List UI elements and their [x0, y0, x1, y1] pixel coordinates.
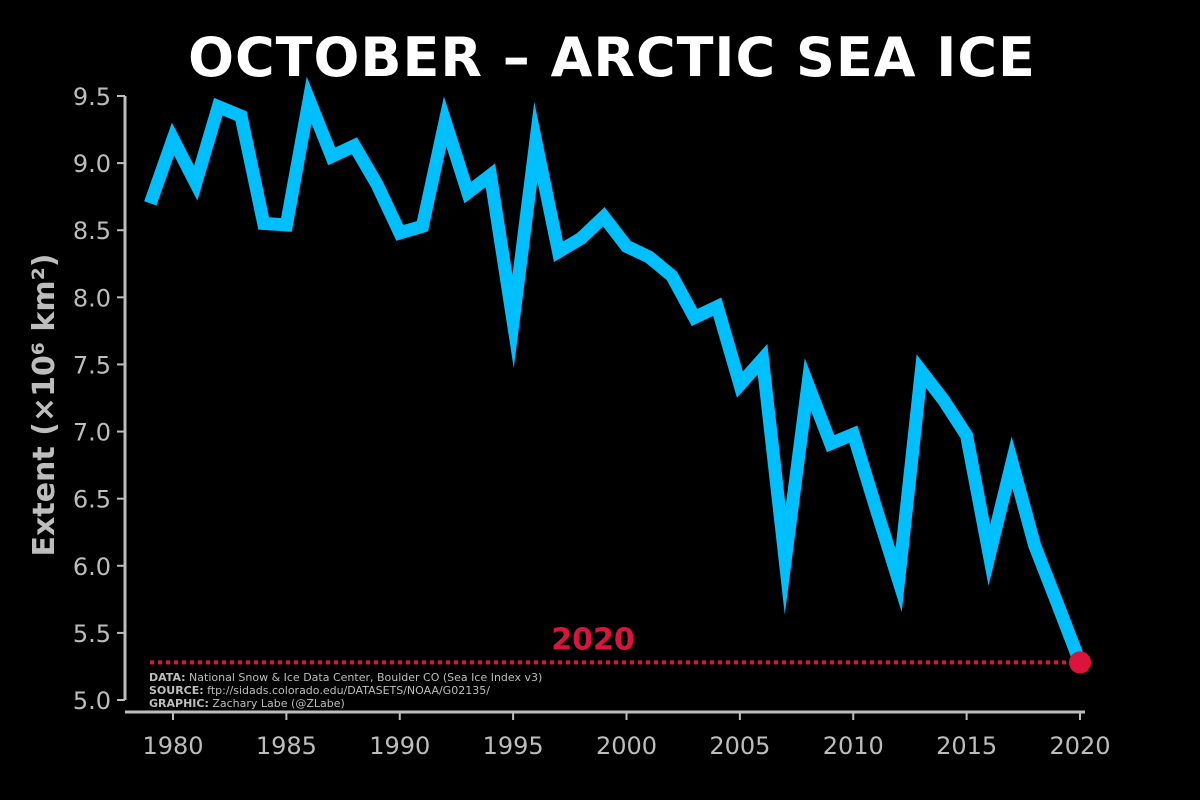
y-tick-label: 9.0	[73, 150, 111, 178]
x-tick-label: 2010	[823, 732, 884, 760]
graphic-credit-text: Zachary Labe (@ZLabe)	[209, 697, 345, 710]
source-credit: SOURCE: ftp://sidads.colorado.edu/DATASE…	[149, 684, 490, 697]
y-tick-label: 9.5	[73, 83, 111, 111]
x-tick-label: 1995	[483, 732, 544, 760]
graphic-credit-label: GRAPHIC:	[149, 697, 209, 710]
y-tick-label: 8.5	[73, 217, 111, 245]
y-tick-label: 7.5	[73, 351, 111, 379]
y-axis-label-unit: (×10⁶ km²)	[27, 254, 62, 436]
y-ticks: 5.0 5.5 6.0 6.5 7.0 7.5 8.0 8.5 9.0 9.5	[73, 83, 125, 715]
chart-title: OCTOBER – ARCTIC SEA ICE	[188, 26, 1036, 89]
series-line	[144, 76, 1087, 665]
source-credit-label: SOURCE:	[149, 684, 204, 697]
highlight-label: 2020	[551, 622, 635, 657]
y-tick-label: 6.5	[73, 486, 111, 514]
series	[144, 76, 1087, 665]
y-axis-label: Extent (×10⁶ km²)	[27, 254, 62, 557]
y-axis-label-text: Extent	[27, 446, 62, 556]
y-tick-label: 7.0	[73, 419, 111, 447]
data-credit-text: National Snow & Ice Data Center, Boulder…	[186, 671, 543, 684]
highlight-2020: 2020	[150, 622, 1091, 674]
y-tick-label: 5.5	[73, 620, 111, 648]
data-credit-label: DATA:	[149, 671, 186, 684]
y-tick-label: 5.0	[73, 687, 111, 715]
source-credit-text: ftp://sidads.colorado.edu/DATASETS/NOAA/…	[204, 684, 491, 697]
axes	[123, 96, 1085, 714]
x-tick-label: 1990	[369, 732, 430, 760]
x-tick-label: 2000	[596, 732, 657, 760]
x-ticks: 1980 1985 1990 1995 2000 2005 2010 2015 2020	[142, 712, 1111, 760]
graphic-credit: GRAPHIC: Zachary Labe (@ZLabe)	[149, 697, 345, 710]
x-tick-label: 1980	[142, 732, 203, 760]
y-tick-label: 8.0	[73, 284, 111, 312]
x-tick-label: 2005	[709, 732, 770, 760]
highlight-point	[1069, 651, 1091, 674]
x-tick-label: 2020	[1049, 732, 1110, 760]
x-tick-label: 1985	[256, 732, 317, 760]
x-tick-label: 2015	[936, 732, 997, 760]
data-credit: DATA: National Snow & Ice Data Center, B…	[149, 671, 542, 684]
y-tick-label: 6.0	[73, 553, 111, 581]
